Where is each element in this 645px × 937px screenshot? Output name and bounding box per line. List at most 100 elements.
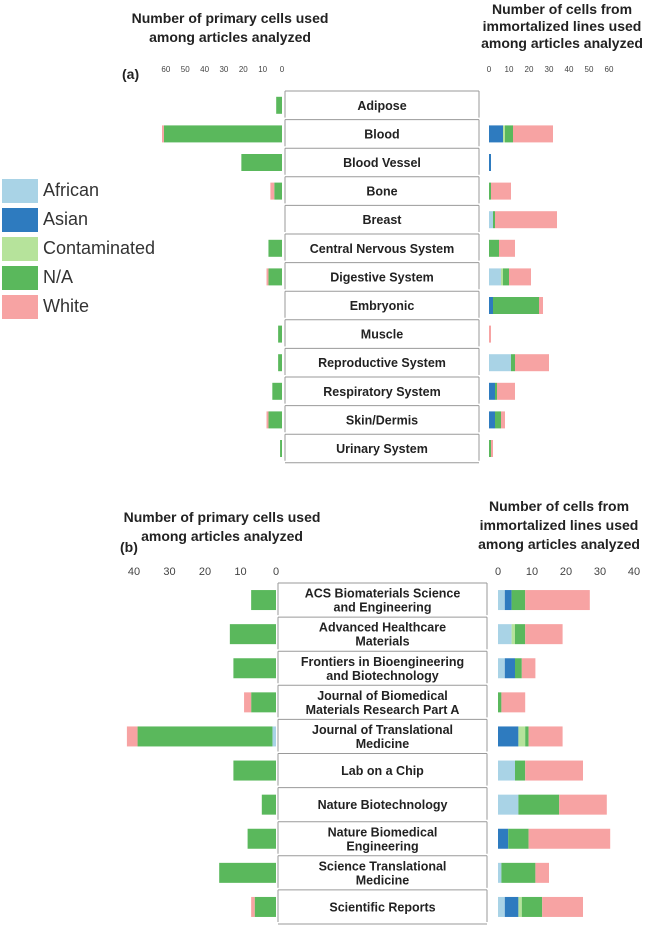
- panel-b-category-label: Science Translational: [319, 859, 447, 873]
- panel-a-left-tick-label: 50: [181, 65, 190, 74]
- panel-b-primary-bar-na: [137, 726, 273, 747]
- panel-b-immortalized-bar-african: [498, 794, 519, 815]
- panel-a-immortalized-bar-white: [489, 325, 491, 343]
- panel-a-immortalized-bar-white: [515, 354, 549, 372]
- panel-a-immortalized-bar-white: [491, 440, 493, 457]
- legend-item-asian: Asian: [2, 205, 155, 234]
- panel-a-category-label: Reproductive System: [318, 356, 446, 370]
- panel-a-right-axis-title: immortalized lines used: [483, 18, 642, 34]
- panel-a-primary-bar-white: [266, 268, 269, 286]
- panel-a-immortalized-bar-contaminated: [503, 125, 505, 143]
- panel-a-immortalized-bar-white: [495, 211, 557, 229]
- panel-b-right-axis-title: immortalized lines used: [480, 517, 639, 533]
- panel-a-immortalized-bar-na: [489, 440, 491, 457]
- panel-a-primary-bar-na: [278, 354, 282, 372]
- panel-a-immortalized-bar-na: [495, 411, 501, 429]
- panel-a-immortalized-bar-white: [501, 411, 505, 429]
- panel-a-category-label: Breast: [363, 213, 403, 227]
- panel-b-immortalized-bar-contaminated: [518, 896, 522, 917]
- panel-b-category-label: Nature Biotechnology: [318, 798, 448, 812]
- legend-swatch-asian: [2, 207, 38, 232]
- panel-b-left-axis-title: Number of primary cells used: [124, 509, 321, 525]
- panel-b-category-label: Journal of Translational: [312, 723, 453, 737]
- panel-b-primary-bar-na: [261, 794, 276, 815]
- panel-a-left-tick-label: 30: [219, 65, 228, 74]
- panel-b-primary-bar-white: [244, 692, 252, 713]
- panel-b-immortalized-bar-white: [525, 590, 590, 611]
- panel-b-primary-bar-na: [219, 862, 276, 883]
- legend: African Asian Contaminated N/A White: [2, 176, 155, 321]
- panel-b-right-tick-label: 40: [628, 566, 640, 578]
- legend-label-african: African: [43, 180, 100, 200]
- panel-b-immortalized-bar-white: [521, 658, 536, 679]
- panel-a-immortalized-bar-asian: [489, 382, 495, 400]
- panel-a-category-label: Blood Vessel: [343, 156, 421, 170]
- panel-b-left-axis-title: among articles analyzed: [141, 528, 303, 544]
- panel-a-category-label: Blood: [364, 127, 399, 141]
- legend-item-white: White: [2, 292, 155, 321]
- panel-a-immortalized-bar-asian: [489, 125, 503, 143]
- panel-a-immortalized-bar-white: [539, 297, 543, 314]
- panel-b-primary-bar-na: [254, 896, 276, 917]
- panel-a-category-label: Central Nervous System: [310, 242, 455, 256]
- panel-a-right-tick-label: 30: [545, 65, 554, 74]
- panel-a-right-tick-label: 20: [525, 65, 534, 74]
- panel-b-immortalized-bar-na: [515, 658, 522, 679]
- panel-b-immortalized-bar-white: [501, 692, 526, 713]
- panel-b-immortalized-bar-white: [542, 896, 583, 917]
- panel-b-primary-bar-na: [247, 828, 276, 849]
- legend-swatch-contaminated: [2, 236, 38, 261]
- panel-a-immortalized-bar-african: [489, 211, 493, 229]
- panel-a-right-axis-title: among articles analyzed: [481, 35, 643, 51]
- panel-b-immortalized-bar-na: [518, 794, 560, 815]
- panel-b-category-label: Materials: [355, 635, 409, 649]
- panel-a-primary-bar-na: [272, 382, 282, 400]
- panel-a-primary-bar-na: [268, 268, 282, 286]
- panel-b-right-tick-label: 0: [495, 566, 501, 578]
- legend-label-white: White: [43, 296, 90, 316]
- panel-b-immortalized-bar-na: [515, 624, 526, 645]
- panel-a-category-label: Adipose: [357, 99, 406, 113]
- panel-a-right-tick-label: 0: [487, 65, 492, 74]
- panel-b-category-label: Advanced Healthcare: [319, 621, 446, 635]
- panel-b-immortalized-bar-na: [521, 896, 543, 917]
- panel-a-category-label: Embryonic: [350, 299, 415, 313]
- panel-a-category-label: Skin/Dermis: [346, 413, 418, 427]
- panel-a-left-tick-label: 40: [200, 65, 209, 74]
- panel-b-category-label: Engineering: [346, 839, 418, 853]
- panel-b-left-tick-label: 10: [234, 566, 246, 578]
- panel-a-category-label: Digestive System: [330, 270, 434, 284]
- panel-b-label: (b): [120, 539, 138, 555]
- panel-b-left-tick-label: 20: [199, 566, 211, 578]
- panel-a-right-tick-label: 40: [565, 65, 574, 74]
- panel-a-label: (a): [122, 66, 139, 82]
- panel-a-primary-bar-white: [266, 411, 269, 429]
- panel-b-immortalized-bar-asian: [504, 896, 519, 917]
- panel-b-category-label: Medicine: [356, 873, 410, 887]
- panel-b-left-tick-label: 0: [273, 566, 279, 578]
- panel-b-immortalized-bar-na: [511, 590, 526, 611]
- panel-b-immortalized-bar-african: [498, 896, 505, 917]
- panel-a-primary-bar-na: [280, 440, 282, 457]
- panel-b-immortalized-bar-african: [498, 658, 505, 679]
- panel-a-right-axis-title: Number of cells from: [492, 1, 632, 17]
- panel-a-primary-bar-na: [163, 125, 282, 143]
- panel-a-immortalized-bar-african: [489, 354, 511, 372]
- panel-a-category-label: Bone: [366, 185, 397, 199]
- panel-b-immortalized-bar-white: [535, 862, 549, 883]
- panel-a-primary-bar-na: [276, 96, 282, 114]
- panel-b-category-label: Scientific Reports: [329, 900, 435, 914]
- panel-b-immortalized-bar-asian: [504, 590, 512, 611]
- legend-label-asian: Asian: [43, 209, 89, 229]
- panel-b-category-label: and Biotechnology: [326, 669, 439, 683]
- panel-a-immortalized-bar-white: [499, 239, 515, 257]
- panel-b-category-label: and Engineering: [334, 601, 432, 615]
- panel-b-category-label: ACS Biomaterials Science: [305, 587, 461, 601]
- panel-a-category-label: Respiratory System: [323, 385, 440, 399]
- panel-b-immortalized-bar-na: [508, 828, 529, 849]
- panel-a-primary-bar-na: [241, 154, 282, 171]
- panel-b-primary-bar-white: [126, 726, 138, 747]
- panel-a-immortalized-bar-asian: [489, 411, 495, 429]
- panel-a-left-tick-label: 60: [161, 65, 170, 74]
- panel-b-immortalized-bar-white: [528, 828, 611, 849]
